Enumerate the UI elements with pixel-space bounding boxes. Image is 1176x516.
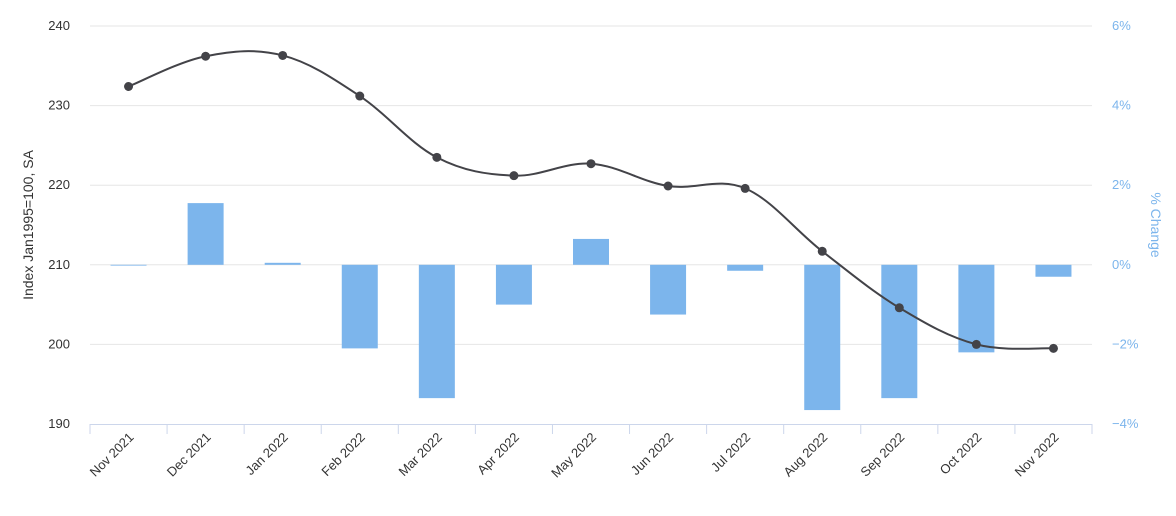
x-tick-label: Aug 2022	[780, 430, 830, 480]
x-tick-label: Sep 2022	[857, 430, 907, 480]
right-tick-label: 4%	[1112, 98, 1131, 113]
change-bar	[573, 238, 609, 265]
index-point	[201, 51, 211, 61]
change-bar	[110, 264, 147, 266]
left-tick-label: 200	[48, 336, 70, 351]
index-point	[586, 159, 596, 169]
index-point	[509, 171, 519, 181]
right-tick-label: −2%	[1112, 336, 1139, 351]
x-tick-label: Feb 2022	[318, 430, 367, 479]
change-bar	[804, 264, 841, 411]
x-tick-label: Jul 2022	[708, 430, 753, 475]
index-point	[124, 81, 134, 91]
index-point	[663, 181, 673, 191]
percent-change-bars	[110, 203, 1072, 411]
change-bar	[495, 264, 532, 305]
index-point	[894, 303, 904, 313]
right-axis-title: % Change	[1148, 192, 1164, 258]
change-bar	[881, 264, 918, 399]
left-tick-label: 230	[48, 98, 70, 113]
x-tick-label: Mar 2022	[396, 430, 445, 479]
index-points	[124, 50, 1058, 353]
change-bar	[727, 264, 764, 271]
index-point	[355, 91, 365, 101]
index-point	[740, 183, 750, 193]
gridlines	[90, 25, 1092, 345]
change-bar	[418, 264, 455, 399]
x-tick-label: May 2022	[548, 430, 599, 481]
index-point	[278, 50, 288, 60]
index-point	[817, 246, 827, 256]
left-tick-label: 220	[48, 177, 70, 192]
left-tick-label: 190	[48, 416, 70, 431]
x-tick-label: Apr 2022	[474, 430, 522, 478]
change-bar	[264, 262, 301, 265]
change-bar	[650, 264, 687, 315]
x-tick-label: Jun 2022	[628, 430, 676, 478]
index-point	[971, 339, 981, 349]
change-bar	[958, 264, 995, 353]
change-bar	[341, 264, 378, 349]
right-tick-label: −4%	[1112, 416, 1139, 431]
x-tick-label: Nov 2021	[87, 430, 137, 480]
x-tick-label: Nov 2022	[1012, 430, 1062, 480]
right-tick-label: 2%	[1112, 177, 1131, 192]
change-bar	[187, 203, 224, 265]
index-point	[1048, 343, 1058, 353]
left-axis-title: Index Jan1995=100, SA	[20, 149, 36, 300]
left-tick-label: 240	[48, 18, 70, 33]
right-tick-label: 0%	[1112, 257, 1131, 272]
x-tick-label: Dec 2021	[164, 430, 214, 480]
index-point	[432, 152, 442, 162]
right-tick-label: 6%	[1112, 18, 1131, 33]
x-tick-label: Oct 2022	[937, 430, 985, 478]
x-tick-label: Jan 2022	[242, 430, 290, 478]
change-bar	[1035, 264, 1072, 277]
left-tick-label: 210	[48, 257, 70, 272]
